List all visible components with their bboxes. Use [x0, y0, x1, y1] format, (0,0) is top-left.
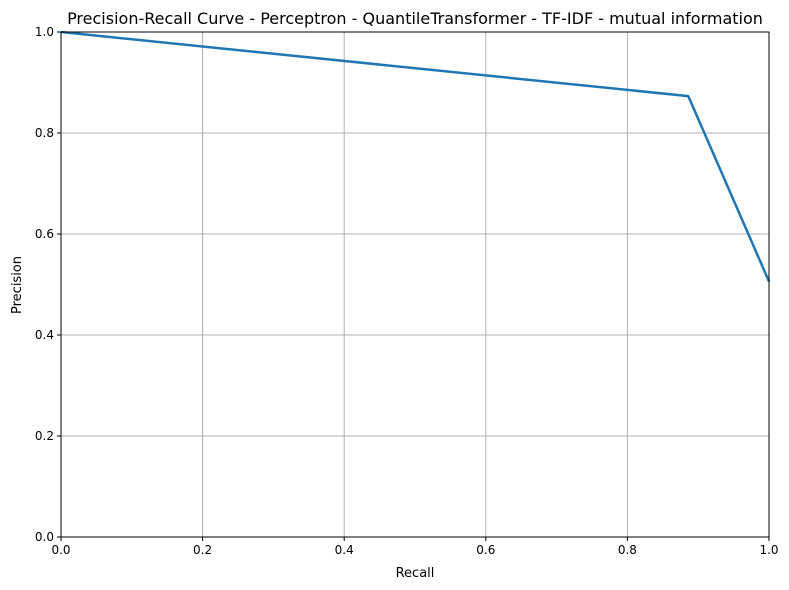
- x-tick-label: 1.0: [759, 543, 778, 557]
- y-tick-label: 0.8: [35, 126, 54, 140]
- x-tick-label: 0.0: [51, 543, 70, 557]
- x-tick-label: 0.6: [476, 543, 495, 557]
- y-axis-label: Precision: [10, 256, 25, 314]
- y-tick-label: 0.2: [35, 429, 54, 443]
- x-axis-label: Recall: [396, 566, 435, 581]
- plot-frame: [60, 31, 770, 538]
- y-tick-label: 0.0: [35, 530, 54, 544]
- y-tick-label: 0.6: [35, 227, 54, 241]
- series-layer: [60, 30, 771, 282]
- y-tick-label: 0.4: [35, 328, 54, 342]
- chart-title: Precision-Recall Curve - Perceptron - Qu…: [67, 9, 763, 28]
- x-tick-label: 0.4: [335, 543, 354, 557]
- series-line-precision-recall: [60, 30, 771, 282]
- ticks: 0.0 0.2 0.4 0.6 0.8 1.0 0.0 0.2 0.4 0.6 0.8 1.0: [35, 25, 779, 557]
- x-tick-label: 0.8: [618, 543, 637, 557]
- y-tick-label: 1.0: [35, 25, 54, 39]
- x-tick-label: 0.2: [193, 543, 212, 557]
